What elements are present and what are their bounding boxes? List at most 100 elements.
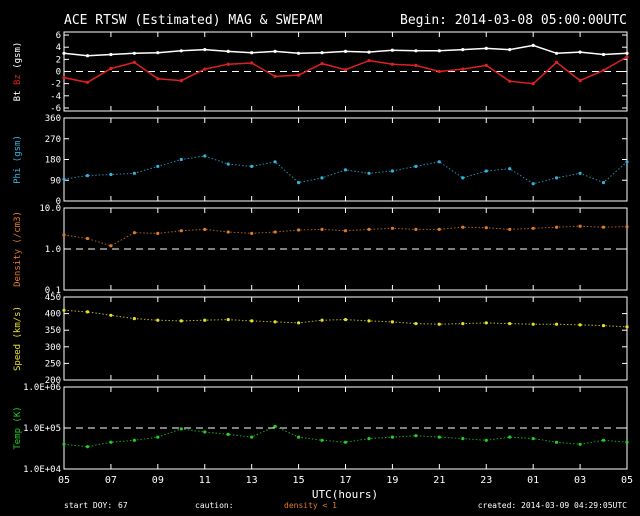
data-point-1-0-23	[601, 181, 606, 185]
data-point-4-0-7	[226, 432, 230, 436]
data-point-4-0-24	[625, 440, 629, 444]
data-point-4-0-10	[297, 435, 301, 439]
data-point-0-1-16	[437, 69, 441, 74]
data-point-4-0-2	[109, 440, 113, 444]
data-point-1-0-20	[531, 182, 535, 186]
data-point-1-0-11	[320, 176, 324, 180]
data-point-2-0-12	[343, 229, 348, 233]
data-point-3-0-4	[156, 318, 160, 322]
data-point-0-1-4	[156, 77, 160, 81]
data-point-1-0-10	[297, 181, 301, 185]
y-tick-label-1-2: 180	[45, 156, 61, 166]
y-tick-label-0-5: 4	[56, 43, 61, 53]
data-point-3-0-12	[343, 318, 348, 322]
data-point-2-0-11	[320, 227, 324, 231]
data-point-0-0-12	[343, 49, 348, 54]
data-point-0-1-18	[484, 63, 488, 67]
data-point-0-1-21	[555, 60, 559, 64]
data-point-4-0-5	[179, 427, 183, 431]
data-point-3-0-15	[414, 322, 418, 326]
data-point-0-0-14	[390, 48, 394, 52]
data-point-4-0-13	[367, 437, 371, 441]
data-point-3-0-14	[390, 320, 394, 324]
data-point-0-0-6	[203, 48, 207, 52]
data-point-2-0-0	[62, 233, 66, 237]
data-point-1-0-8	[250, 164, 254, 168]
data-point-3-0-11	[320, 318, 324, 322]
data-point-0-0-1	[85, 54, 90, 58]
data-point-4-0-11	[320, 438, 324, 442]
x-tick-label-12: 05	[621, 475, 633, 486]
x-tick-label-2: 09	[152, 475, 164, 486]
data-point-0-0-7	[226, 49, 230, 54]
data-point-1-0-15	[414, 164, 418, 168]
data-point-4-0-8	[250, 435, 254, 439]
data-point-4-0-19	[508, 435, 512, 439]
data-point-0-0-13	[367, 50, 371, 54]
data-point-4-0-22	[578, 442, 582, 446]
y-tick-label-2-1: 1.0	[45, 245, 61, 255]
data-point-4-0-16	[437, 435, 441, 439]
y-tick-label-1-0: 0	[56, 197, 61, 207]
data-point-0-1-10	[297, 73, 301, 77]
y-tick-label-0-2: -2	[50, 80, 61, 90]
data-point-1-0-1	[85, 174, 90, 178]
data-point-0-0-15	[414, 49, 418, 53]
data-point-2-0-18	[484, 226, 488, 230]
data-point-0-1-14	[390, 62, 394, 66]
data-point-4-0-9	[273, 424, 277, 428]
data-point-1-0-19	[508, 167, 512, 171]
data-point-4-0-1	[85, 445, 90, 449]
data-point-2-0-2	[109, 244, 113, 248]
x-tick-label-6: 17	[339, 475, 351, 486]
chart-title: ACE RTSW (Estimated) MAG & SWEPAM	[64, 13, 322, 28]
data-point-1-0-17	[461, 176, 465, 180]
data-point-0-0-11	[320, 51, 324, 55]
created-time: created: 2014-03-09 04:29:05UTC	[478, 501, 627, 510]
data-point-1-0-18	[484, 169, 488, 173]
y-tick-label-4-1: 1.0E+05	[23, 424, 61, 434]
data-point-2-0-4	[156, 231, 160, 235]
y-axis-label-4: Temp (K)	[13, 406, 23, 449]
y-axis-label-2: Density (/cm3)	[13, 211, 23, 287]
data-point-0-1-13	[367, 59, 371, 63]
y-tick-label-3-5: 450	[45, 293, 61, 303]
data-point-0-0-10	[297, 51, 301, 55]
data-point-2-0-22	[578, 224, 582, 228]
data-point-2-0-1	[85, 236, 90, 241]
data-point-1-0-16	[437, 160, 441, 164]
x-tick-label-9: 23	[480, 475, 492, 486]
data-point-0-0-2	[109, 52, 113, 57]
data-point-2-0-23	[601, 225, 606, 229]
data-point-2-0-13	[367, 227, 371, 231]
x-axis-title: UTC(hours)	[312, 488, 378, 501]
data-point-3-0-17	[461, 322, 465, 326]
data-point-0-1-19	[508, 79, 512, 83]
data-point-0-1-8	[250, 61, 254, 65]
data-point-2-0-5	[179, 229, 183, 233]
data-point-0-0-17	[461, 48, 465, 52]
data-point-0-1-23	[601, 68, 606, 72]
data-point-4-0-3	[132, 438, 136, 442]
x-tick-label-11: 03	[574, 475, 586, 486]
caution-text: density < 1	[284, 501, 337, 510]
y-tick-label-0-3: 0	[56, 68, 61, 78]
data-point-1-0-2	[109, 172, 113, 177]
data-point-1-0-4	[156, 164, 160, 168]
data-point-0-0-8	[250, 51, 254, 55]
data-point-2-0-14	[390, 226, 394, 230]
y-tick-label-4-2: 1.0E+06	[23, 383, 61, 393]
data-point-0-1-5	[179, 79, 183, 83]
data-point-0-0-4	[156, 51, 160, 55]
y-tick-label-3-3: 350	[45, 326, 61, 336]
data-point-0-1-22	[578, 79, 582, 83]
data-point-4-0-14	[390, 435, 394, 439]
data-point-3-0-20	[531, 322, 535, 326]
data-point-1-0-5	[179, 157, 183, 162]
data-point-1-0-22	[578, 171, 582, 175]
data-point-2-0-7	[226, 230, 230, 234]
data-point-1-0-24	[625, 160, 629, 164]
data-point-2-0-10	[297, 228, 301, 232]
